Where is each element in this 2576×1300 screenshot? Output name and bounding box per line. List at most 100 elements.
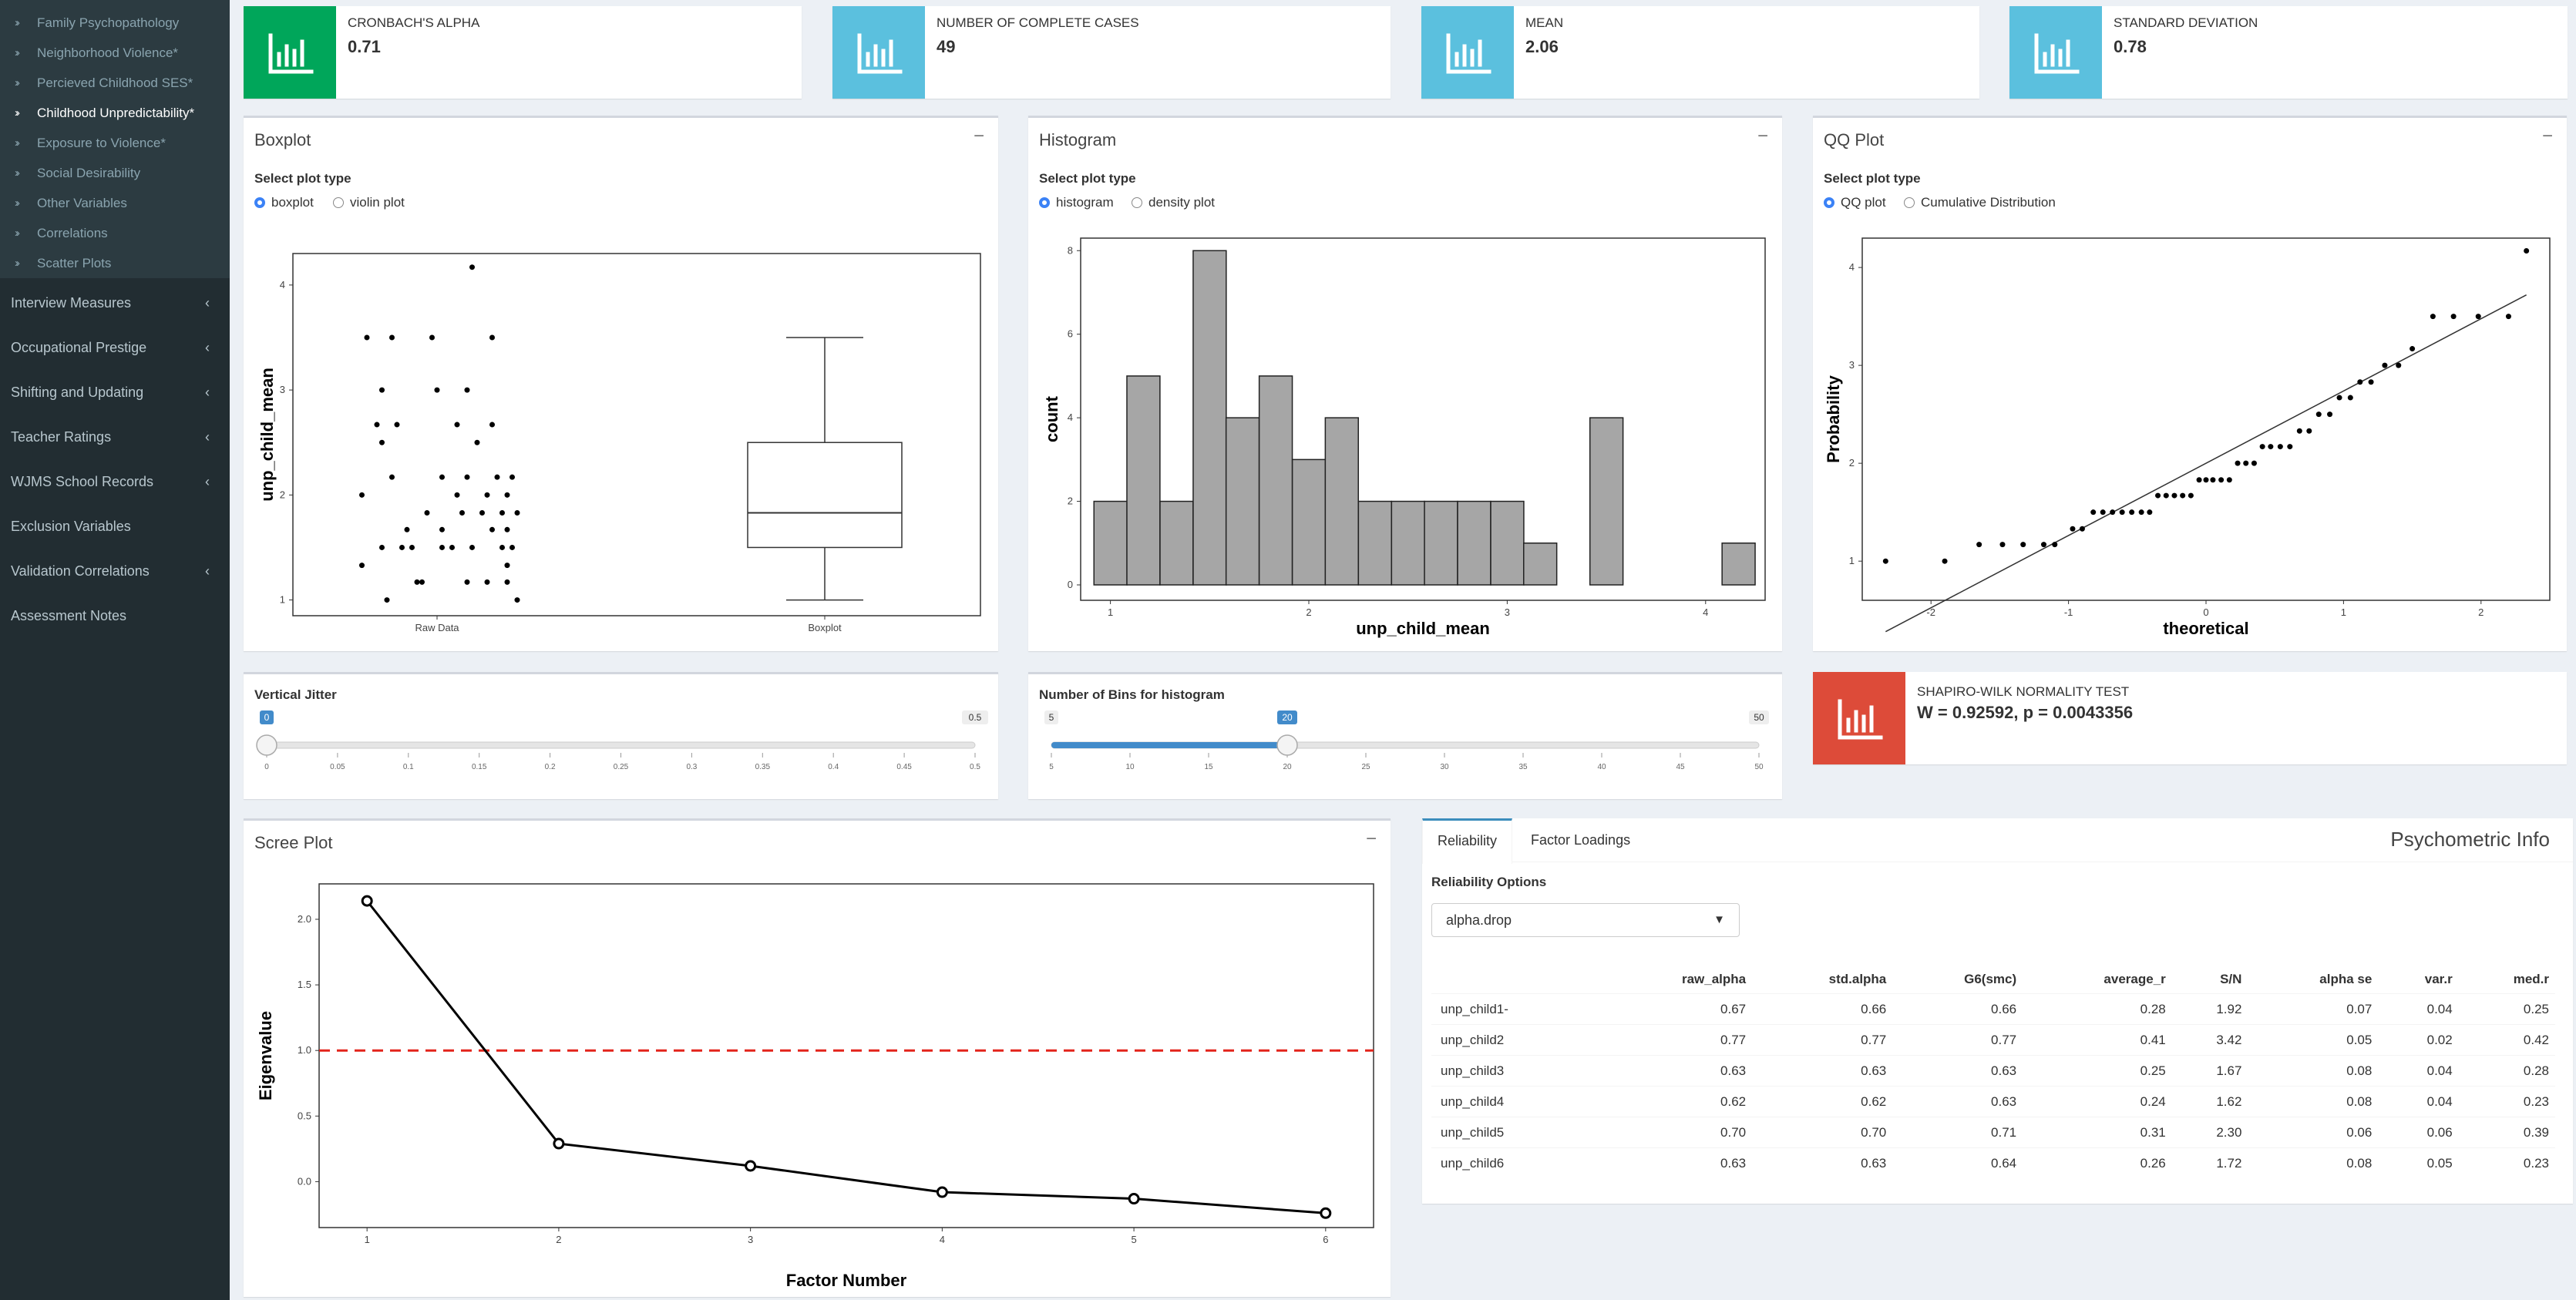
slider-tick-label: 45 xyxy=(1676,763,1685,771)
reliability-select[interactable]: alpha.drop ▼ xyxy=(1431,903,1740,937)
sidebar-subitem[interactable]: ›› Exposure to Violence* xyxy=(0,129,230,157)
raw-data-point xyxy=(459,509,465,516)
tab-factor-loadings[interactable]: Factor Loadings xyxy=(1531,832,1631,848)
sidebar-menu-item[interactable]: Teacher Ratings ‹ xyxy=(0,418,230,456)
collapse-icon[interactable]: − xyxy=(2541,126,2553,146)
raw-data-point xyxy=(479,509,485,516)
qq-point xyxy=(2306,428,2312,434)
table-cell: 0.64 xyxy=(1892,1147,2023,1178)
sidebar: ›› Family Psychopathology ›› Neighborhood V… xyxy=(0,0,230,1300)
sidebar-subitem-label: Childhood Unpredictability* xyxy=(37,106,195,120)
radio-cumulative-distribution[interactable]: Cumulative Distribution xyxy=(1904,195,2056,210)
tick-label: 1 xyxy=(365,1234,370,1245)
slider-handle[interactable] xyxy=(1276,734,1298,756)
qq-point xyxy=(1976,542,1982,548)
sidebar-menu-item[interactable]: Validation Correlations ‹ xyxy=(0,552,230,590)
table-cell: 0.63 xyxy=(1598,1147,1753,1178)
radio-histogram[interactable]: histogram xyxy=(1039,195,1114,210)
qq-point xyxy=(2327,411,2333,418)
chevron-left-icon: ‹ xyxy=(205,385,210,400)
collapse-icon[interactable]: − xyxy=(1757,126,1768,146)
radio-density-plot[interactable]: density plot xyxy=(1132,195,1215,210)
table-cell: 0.26 xyxy=(2023,1147,2172,1178)
tick-label: 4 xyxy=(1068,411,1073,423)
tick-label: -1 xyxy=(2064,606,2073,618)
table-cell: 3.42 xyxy=(2171,1024,2248,1056)
qq-point xyxy=(2052,542,2058,548)
histogram-bar xyxy=(1357,500,1393,586)
y-axis-label: Probability xyxy=(1824,375,1843,462)
histogram-bar xyxy=(1126,375,1161,586)
table-cell: 0.63 xyxy=(1752,1055,1893,1087)
sidebar-subitem[interactable]: ›› Family Psychopathology xyxy=(0,9,230,37)
sidebar-menu-item[interactable]: Interview Measures ‹ xyxy=(0,284,230,322)
raw-data-point xyxy=(484,492,490,498)
table-cell: 0.77 xyxy=(1598,1024,1753,1056)
sidebar-menu-item[interactable]: WJMS School Records ‹ xyxy=(0,462,230,501)
sidebar-subitem[interactable]: ›› Social Desirability xyxy=(0,160,230,187)
bins-slider[interactable]: 5 50 20 5 10 15 20 25 30 35 40 45 50 xyxy=(1028,710,1782,788)
qq-point xyxy=(2020,542,2026,548)
sidebar-menu-label: Validation Correlations xyxy=(11,563,150,579)
raw-data-point xyxy=(449,544,455,550)
sidebar-subitem[interactable]: ›› Other Variables xyxy=(0,190,230,217)
table-cell: 0.77 xyxy=(1752,1024,1893,1056)
raw-data-point xyxy=(424,509,430,516)
qq-point xyxy=(2226,477,2232,483)
boxplot-chart: 1 2 3 4 Raw Data Boxplot unp_child_mean xyxy=(257,253,981,633)
info-box: NUMBER OF COMPLETE CASES 49 xyxy=(832,6,1391,99)
histogram-bar xyxy=(1324,417,1360,586)
sidebar-menu-item[interactable]: Assessment Notes xyxy=(0,596,230,635)
tick-label: 0.0 xyxy=(298,1175,311,1187)
tab-reliability[interactable]: Reliability xyxy=(1422,818,1513,864)
histogram-bar xyxy=(1258,375,1293,586)
sidebar-subitem[interactable]: ›› Correlations xyxy=(0,220,230,247)
shapiro-title: SHAPIRO-WILK NORMALITY TEST xyxy=(1917,684,2130,699)
slider-tick-label: 0.1 xyxy=(403,763,414,771)
qq-point xyxy=(2079,526,2085,532)
tick-label: 4 xyxy=(940,1234,945,1245)
tick-label: 1 xyxy=(2341,606,2346,618)
radio-violin-plot[interactable]: violin plot xyxy=(333,195,405,210)
plot-area xyxy=(1861,237,2551,601)
raw-data-point xyxy=(364,334,370,341)
slider-tick-label: 0.05 xyxy=(330,763,345,771)
slider-handle[interactable] xyxy=(256,734,277,756)
tick-label: 2 xyxy=(2478,606,2484,618)
raw-data-point xyxy=(384,597,390,603)
raw-data-point xyxy=(464,579,470,585)
bar-chart-icon xyxy=(2009,6,2102,99)
raw-data-point xyxy=(409,544,415,550)
sidebar-subitem[interactable]: ›› Childhood Unpredictability* xyxy=(0,99,230,127)
tick-label: 1 xyxy=(280,594,285,606)
sidebar-subitem[interactable]: ›› Percieved Childhood SES* xyxy=(0,69,230,97)
raw-data-point xyxy=(469,264,475,270)
psychometric-title: Psychometric Info xyxy=(2390,828,2550,851)
sidebar-menu-item[interactable]: Occupational Prestige ‹ xyxy=(0,328,230,367)
radio-qq-plot[interactable]: QQ plot xyxy=(1824,195,1886,210)
collapse-icon[interactable]: − xyxy=(1365,828,1377,849)
sidebar-subitem[interactable]: ›› Neighborhood Violence* xyxy=(0,39,230,67)
qq-point xyxy=(2296,428,2302,434)
table-cell: 0.06 xyxy=(2378,1117,2459,1148)
jitter-slider[interactable]: 00.5000.050.10.150.20.250.30.350.40.450.… xyxy=(244,710,998,788)
table-cell: 0.63 xyxy=(1598,1055,1753,1087)
sidebar-subitem[interactable]: ›› Scatter Plots xyxy=(0,250,230,277)
sidebar-menu-item[interactable]: Shifting and Updating ‹ xyxy=(0,373,230,411)
sidebar-menu-item[interactable]: Exclusion Variables xyxy=(0,507,230,546)
qq-point xyxy=(2347,395,2353,401)
radio-boxplot[interactable]: boxplot xyxy=(254,195,314,210)
sidebar-menu-label: Teacher Ratings xyxy=(11,429,112,445)
scree-plot-title: Scree Plot xyxy=(254,833,333,852)
table-cell: unp_child6 xyxy=(1431,1147,1599,1178)
caret-down-icon: ▼ xyxy=(1713,913,1725,926)
sidebar-menu-label: Occupational Prestige xyxy=(11,340,147,355)
qq-point xyxy=(2155,492,2161,499)
raw-data-point xyxy=(399,544,405,550)
tick-label: 3 xyxy=(1505,606,1510,618)
tick-label: 4 xyxy=(1703,606,1708,618)
slider-tick-label: 0.15 xyxy=(472,763,487,771)
raw-data-point xyxy=(389,474,395,480)
scree-chart: 0.0 0.5 1.0 1.5 2.0 1 2 3 4 5 6 Factor Number Eigenv… xyxy=(256,883,1374,1290)
collapse-icon[interactable]: − xyxy=(973,126,984,146)
